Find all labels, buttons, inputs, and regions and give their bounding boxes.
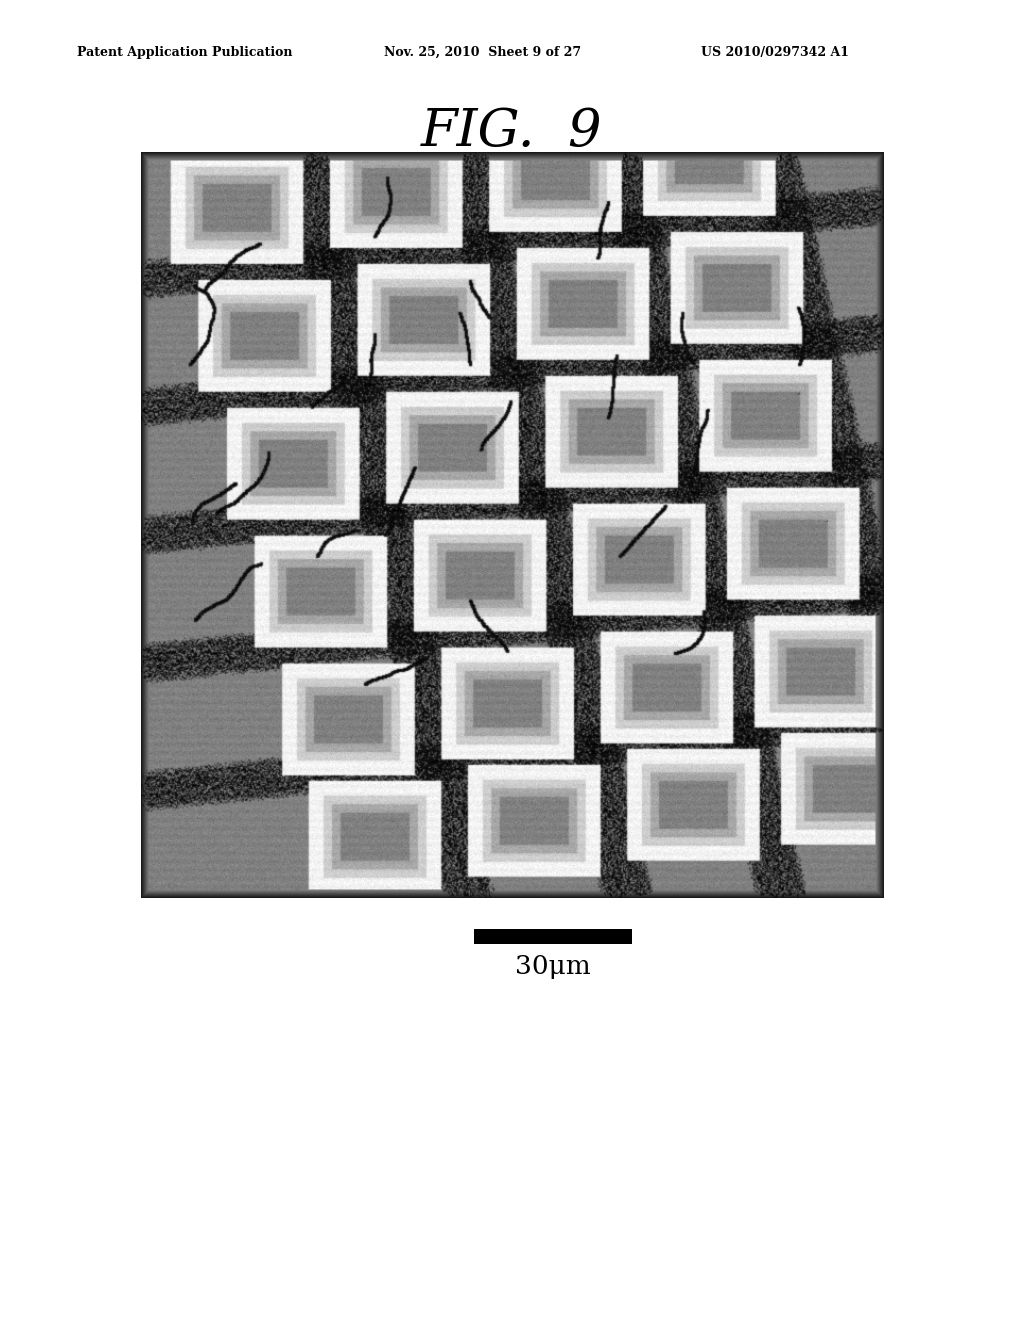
Text: FIG.  9: FIG. 9 [421,106,603,157]
Text: Patent Application Publication: Patent Application Publication [77,46,292,59]
Bar [473,929,633,944]
Text: 30μm: 30μm [515,954,591,979]
Text: US 2010/0297342 A1: US 2010/0297342 A1 [701,46,850,59]
Text: Nov. 25, 2010  Sheet 9 of 27: Nov. 25, 2010 Sheet 9 of 27 [384,46,582,59]
